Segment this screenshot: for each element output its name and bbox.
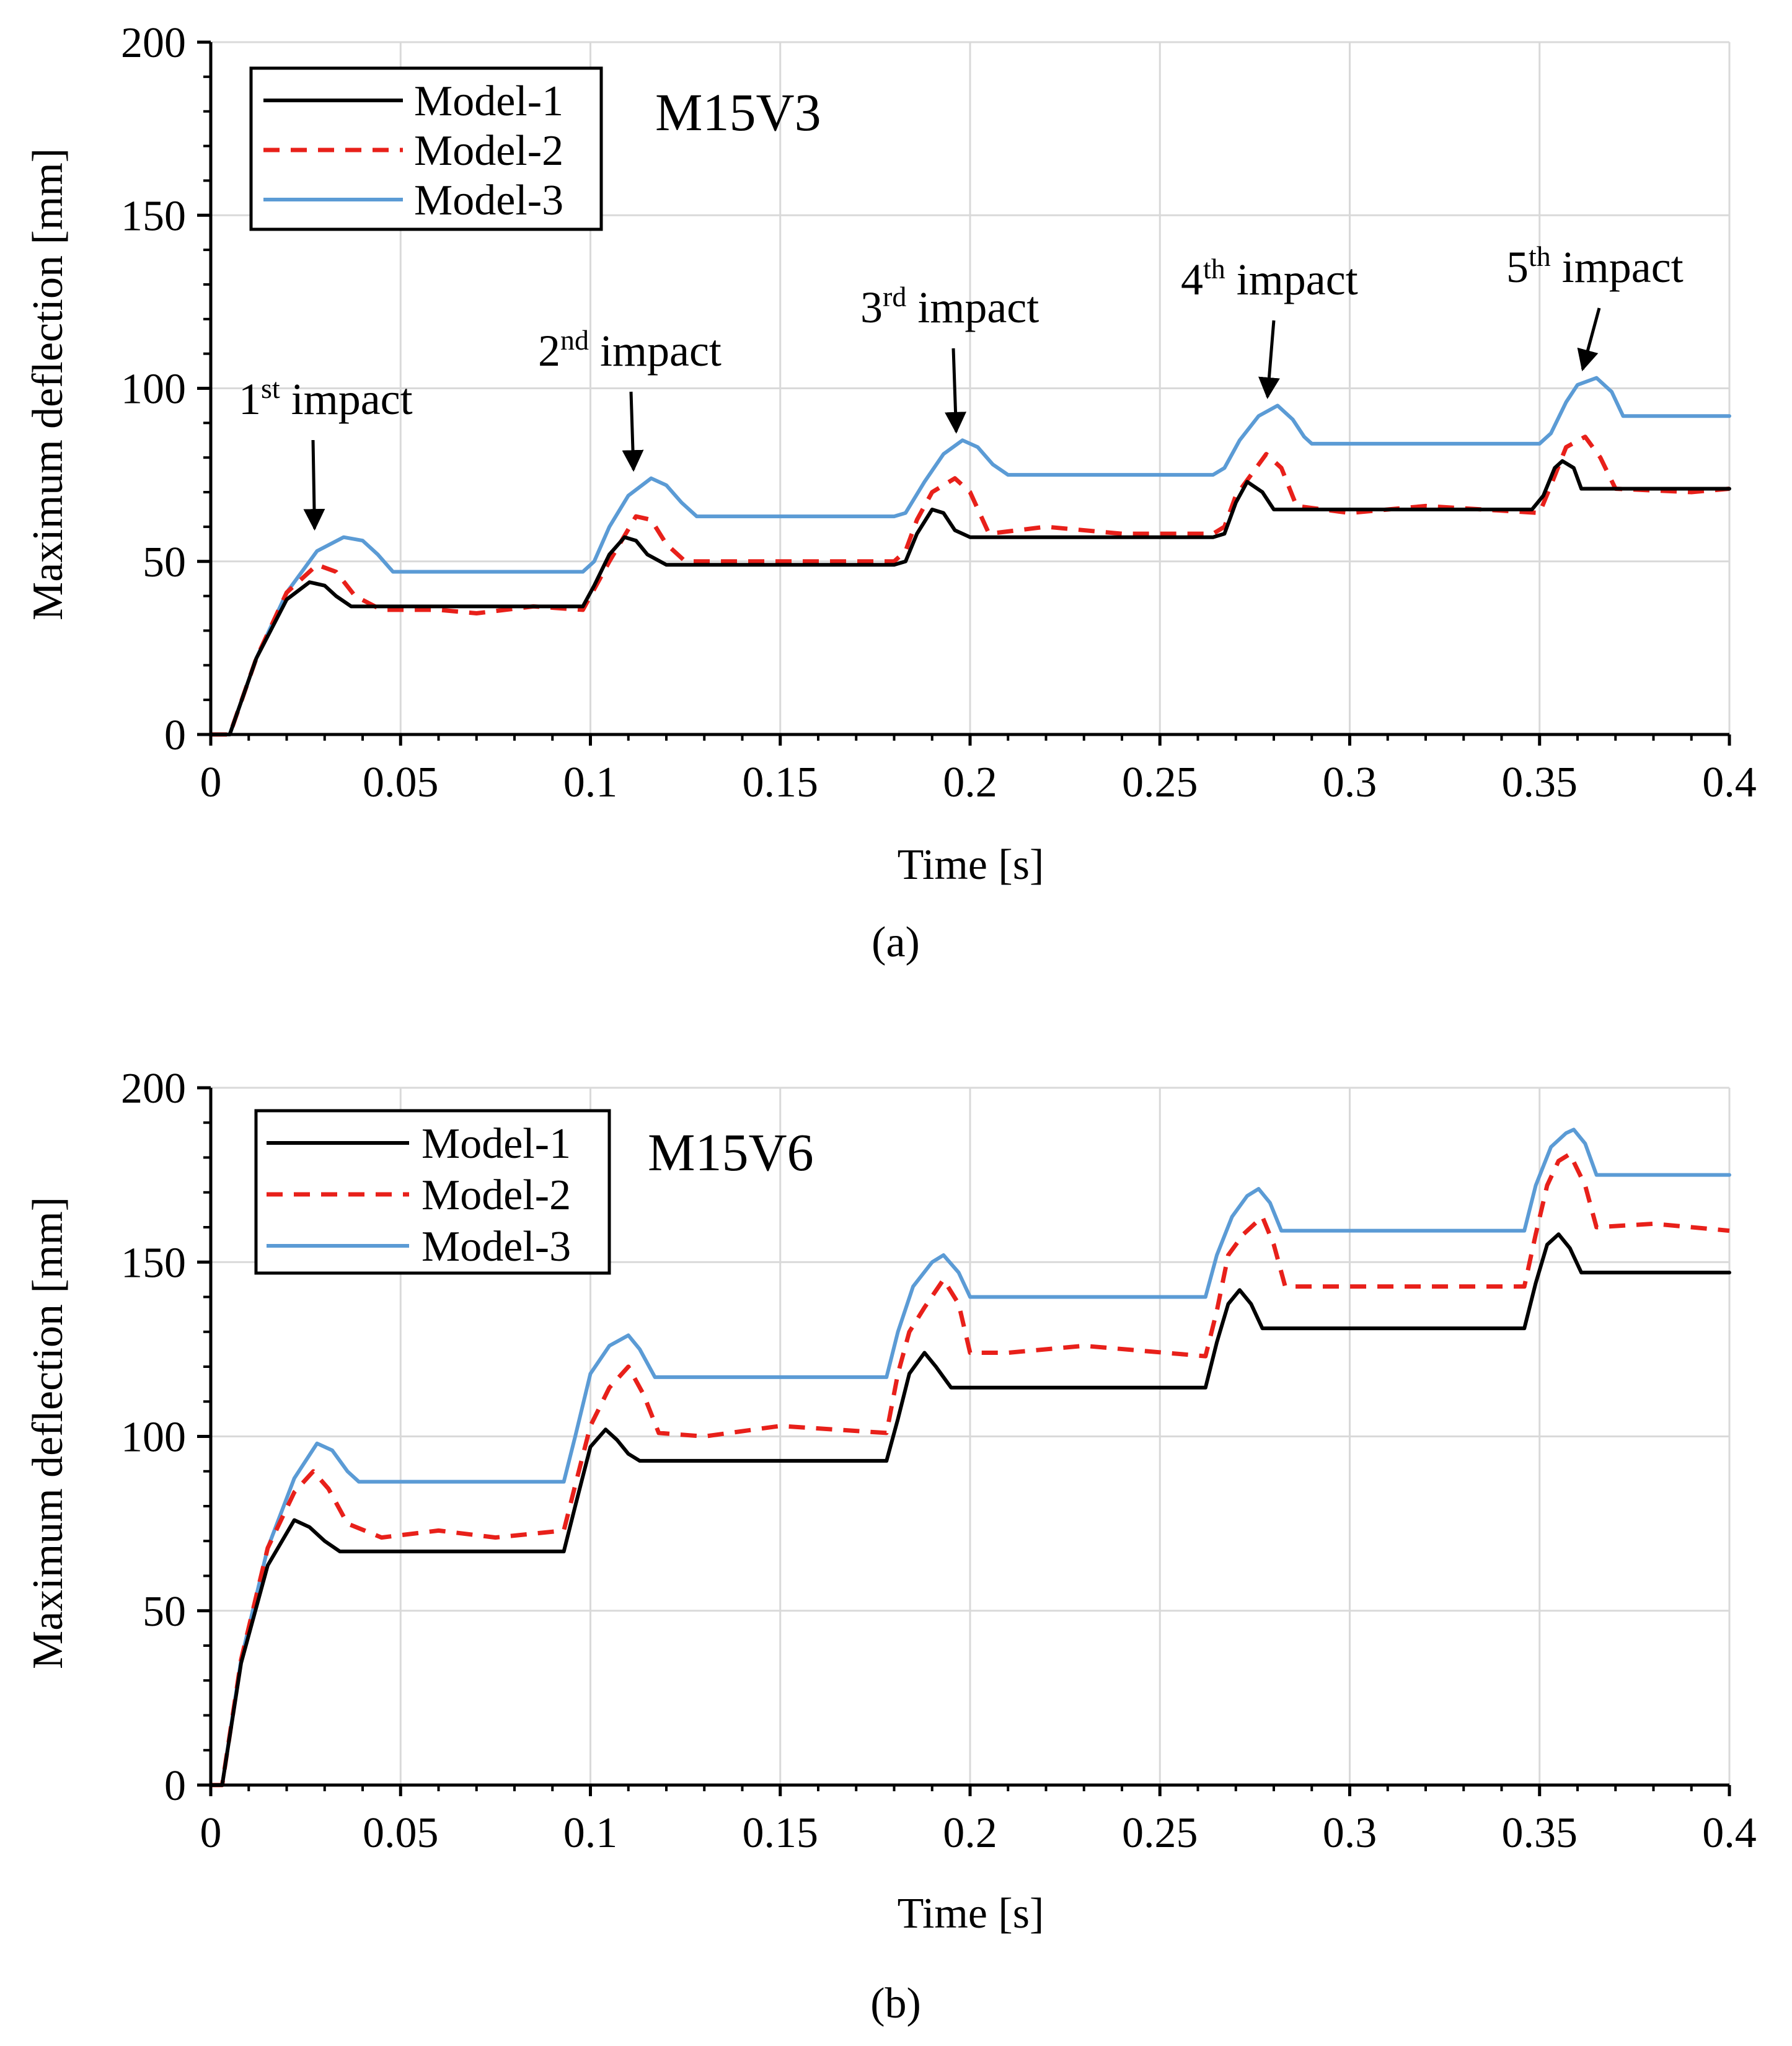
y-tick-label: 200: [121, 1065, 186, 1113]
x-tick-label: 0.2: [943, 759, 997, 806]
y-tick-label: 50: [143, 1588, 186, 1636]
panel-label: (a): [872, 919, 920, 966]
x-tick-labels: 0 0.05 0.1 0.15 0.2 0.25 0.3 0.35 0.4: [200, 759, 1757, 806]
impact-ordinal-suffix: th: [1203, 253, 1225, 284]
grid-lines: [211, 1087, 1731, 1785]
axes: [197, 1086, 1731, 1796]
y-tick-labels: 0 50 100 150 200: [121, 19, 186, 759]
x-tick-label: 0.1: [563, 759, 618, 806]
y-tick-label: 100: [121, 1414, 186, 1462]
impact-ordinal-suffix: rd: [883, 281, 906, 312]
x-tick-label: 0.3: [1323, 1809, 1377, 1857]
impact-ordinal-suffix: st: [261, 373, 280, 404]
x-tick-label: 0.15: [743, 759, 819, 806]
series-line-model-1: [209, 1232, 1731, 1787]
y-tick-label: 100: [121, 366, 186, 413]
y-tick-label: 0: [164, 712, 186, 759]
y-tick-label: 0: [164, 1762, 186, 1810]
impact-word: impact: [1551, 242, 1684, 292]
impact-arrow: [945, 348, 967, 434]
impact-arrow: [303, 439, 325, 531]
y-tick-label: 50: [143, 539, 186, 586]
legend-label: Model-1: [414, 77, 563, 125]
y-tick-label: 150: [121, 1239, 186, 1287]
x-tick-label: 0.4: [1702, 759, 1757, 806]
impact-arrow: [622, 391, 644, 472]
panel-label: (b): [870, 1980, 921, 2027]
impact-arrow: [1577, 307, 1601, 372]
impact-label: 5th impact: [1506, 240, 1684, 292]
x-tick-label: 0.4: [1702, 1809, 1757, 1857]
impact-word: impact: [906, 283, 1039, 332]
x-tick-label: 0.25: [1122, 759, 1198, 806]
y-axis-label: Maximum deflection [mm]: [24, 1197, 72, 1669]
impact-ordinal: 1: [239, 374, 261, 424]
x-tick-label: 0.1: [563, 1809, 618, 1857]
x-axis-label: Time [s]: [898, 1890, 1044, 1938]
x-tick-label: 0: [200, 1809, 222, 1857]
x-tick-label: 0.25: [1122, 1809, 1198, 1857]
y-tick-label: 200: [121, 19, 186, 67]
x-tick-label: 0.3: [1323, 759, 1377, 806]
impact-word: impact: [1225, 255, 1358, 304]
chart-panel-b: 0 0.05 0.1 0.15 0.2 0.25 0.3 0.35 0.4 0 50 100 150 2…: [24, 1065, 1757, 2027]
legend-box: [249, 66, 603, 231]
impact-label: 2nd impact: [538, 324, 722, 376]
y-tick-labels: 0 50 100 150 200: [121, 1065, 186, 1810]
y-axis-label: Maximum deflection [mm]: [24, 148, 72, 620]
impact-label: 3rd impact: [860, 281, 1039, 332]
series-line-model-3: [209, 376, 1731, 736]
impact-arrow: [1258, 320, 1280, 399]
impact-word: impact: [280, 374, 413, 424]
y-tick-label: 150: [121, 192, 186, 240]
impact-label: 1st impact: [239, 373, 413, 424]
series-line-model-1: [209, 459, 1731, 736]
chart-title: M15V6: [648, 1122, 814, 1182]
x-tick-label: 0.35: [1502, 759, 1578, 806]
chart-title: M15V3: [655, 82, 821, 142]
series-line-model-2: [211, 1152, 1730, 1788]
legend-label: Model-3: [414, 177, 563, 224]
chart-panel-a: 0 0.05 0.1 0.15 0.2 0.25 0.3 0.35 0.4 0 50 100 150 2…: [24, 19, 1757, 966]
x-tick-label: 0.15: [743, 1809, 819, 1857]
impact-ordinal-suffix: nd: [560, 324, 589, 356]
legend-label: Model-3: [422, 1223, 571, 1271]
impact-label: 4th impact: [1181, 253, 1358, 304]
legend-label: Model-1: [422, 1120, 571, 1168]
axes: [197, 40, 1731, 746]
x-axis-label: Time [s]: [898, 841, 1044, 889]
series-line-model-2: [211, 434, 1730, 737]
legend-label: Model-2: [422, 1171, 571, 1219]
impact-ordinal: 5: [1506, 242, 1529, 292]
x-tick-label: 0.2: [943, 1809, 997, 1857]
impact-ordinal: 4: [1181, 255, 1203, 304]
series-lines: [209, 1127, 1731, 1788]
impact-ordinal-suffix: th: [1529, 240, 1551, 272]
legend-label: Model-2: [414, 127, 563, 175]
x-tick-label: 0: [200, 759, 222, 806]
series-line-model-3: [209, 1127, 1731, 1787]
x-tick-label: 0.05: [363, 1809, 439, 1857]
impact-ordinal: 2: [538, 326, 560, 376]
x-tick-label: 0.35: [1502, 1809, 1578, 1857]
series-lines: [209, 376, 1731, 737]
impact-word: impact: [589, 326, 722, 376]
x-tick-label: 0.05: [363, 759, 439, 806]
impact-ordinal: 3: [860, 283, 883, 332]
x-tick-labels: 0 0.05 0.1 0.15 0.2 0.25 0.3 0.35 0.4: [200, 1809, 1757, 1857]
